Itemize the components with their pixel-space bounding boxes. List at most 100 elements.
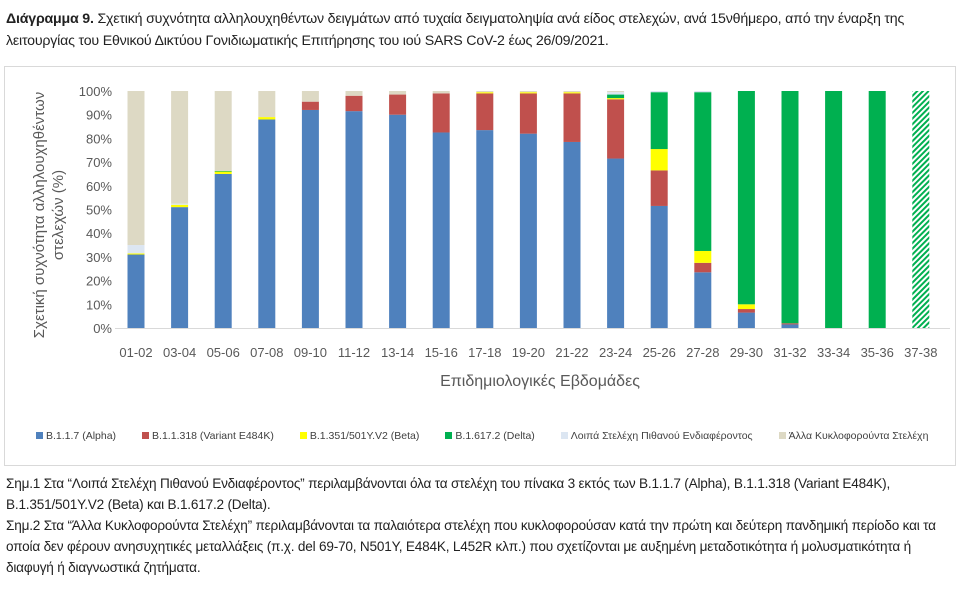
bar-segment-05-06-s5 — [214, 91, 232, 171]
bar-segment-09-10-s5 — [301, 91, 319, 102]
bar-segment-31-32-s1 — [781, 323, 799, 325]
bar-segment-03-04-s0 — [171, 207, 189, 328]
bar-segment-29-30-s3 — [737, 91, 755, 305]
x-tick-label: 25-26 — [643, 345, 676, 360]
x-tick-label: 01-02 — [119, 345, 152, 360]
legend-item: B.1.1.7 (Alpha) — [36, 430, 116, 442]
bar-segment-25-26-s3 — [650, 92, 668, 150]
x-tick-label: 07-08 — [250, 345, 283, 360]
bar-segment-01-02-s4 — [127, 245, 145, 254]
x-tick-label: 15-16 — [425, 345, 458, 360]
bar-segment-37-38-s3 — [912, 91, 930, 328]
x-tick-label: 13-14 — [381, 345, 414, 360]
legend-swatch — [36, 432, 43, 439]
bar-segment-27-28-s2 — [694, 250, 712, 263]
x-tick-label: 37-38 — [904, 345, 937, 360]
bar-segment-25-26-s1 — [650, 170, 668, 206]
bar-segment-33-34-s3 — [825, 91, 843, 328]
y-tick-label: 10% — [86, 297, 112, 312]
bar-segment-05-06-s3 — [214, 170, 232, 172]
x-tick-label: 09-10 — [294, 345, 327, 360]
bar-segment-03-04-s2 — [171, 204, 189, 208]
bar-segment-27-28-s4 — [694, 91, 712, 93]
x-tick-label: 17-18 — [468, 345, 501, 360]
bar-segment-03-04-s5 — [171, 91, 189, 204]
bar-segment-19-20-s1 — [519, 93, 537, 134]
y-tick-label: 100% — [79, 84, 113, 99]
legend-swatch — [445, 432, 453, 439]
bar-segment-31-32-s3 — [781, 91, 799, 324]
bar-segment-27-28-s1 — [694, 262, 712, 273]
legend-label: B.1.617.2 (Delta) — [455, 430, 535, 442]
bar-segment-11-12-s1 — [345, 95, 363, 112]
bar-segment-27-28-s3 — [694, 92, 712, 251]
bar-segment-07-08-s5 — [258, 91, 276, 118]
legend-label: Λοιπά Στελέχη Πιθανού Ενδιαφέροντος — [570, 430, 753, 442]
x-axis-label: Επιδημιολογικές Εβδομάδες — [440, 373, 640, 390]
bar-segment-05-06-s2 — [214, 171, 232, 174]
x-tick-label: 31-32 — [773, 345, 806, 360]
bar-segment-23-24-s5 — [607, 91, 625, 93]
figure-caption: Σχετική συχνότητα αλληλουχηθέντων δειγμά… — [6, 11, 905, 49]
bar-segment-23-24-s0 — [607, 158, 625, 328]
y-axis-label-line1: Σχετική συχνότητα αλληλουχηθέντων — [31, 92, 48, 338]
bar-segment-01-02-s5 — [127, 91, 145, 246]
y-tick-label: 70% — [86, 155, 112, 170]
bar-segment-27-28-s0 — [694, 272, 712, 328]
y-axis-label-line2: στελεχών (%) — [50, 170, 67, 260]
bar-segment-11-12-s5 — [345, 91, 363, 96]
bar-segment-21-22-s1 — [563, 93, 581, 142]
y-tick-label: 30% — [86, 250, 112, 265]
bar-segment-09-10-s1 — [301, 101, 319, 110]
x-tick-label: 21-22 — [555, 345, 588, 360]
bar-segment-13-14-s0 — [389, 114, 407, 328]
bar-segment-29-30-s2 — [737, 304, 755, 310]
bar-segment-09-10-s0 — [301, 109, 319, 329]
y-tick-label: 50% — [86, 203, 112, 218]
bar-segment-25-26-s4 — [650, 91, 668, 93]
bar-segment-17-18-s0 — [476, 130, 494, 328]
legend-item: B.1.1.318 (Variant E484K) — [142, 430, 274, 442]
bar-segment-17-18-s1 — [476, 93, 494, 131]
bar-segment-21-22-s5 — [563, 91, 581, 93]
x-tick-label: 03-04 — [163, 345, 196, 360]
legend-item: Λοιπά Στελέχη Πιθανού Ενδιαφέροντος — [560, 430, 753, 442]
legend-item: Άλλα Κυκλοφορούντα Στελέχη — [778, 430, 929, 442]
bar-segment-25-26-s0 — [650, 205, 668, 328]
x-tick-label: 23-24 — [599, 345, 632, 360]
bar-segment-23-24-s4 — [607, 92, 625, 95]
bar-segment-23-24-s3 — [607, 94, 625, 99]
legend-label: Άλλα Κυκλοφορούντα Στελέχη — [788, 430, 929, 442]
x-tick-label: 05-06 — [207, 345, 240, 360]
legend-swatch — [142, 432, 150, 439]
bar-segment-23-24-s1 — [607, 99, 625, 159]
note-2: Σημ.2 Στα “Άλλα Κυκλοφορούντα Στελέχη” π… — [6, 518, 936, 575]
legend-swatch — [560, 432, 568, 439]
x-tick-label: 35-36 — [861, 345, 894, 360]
bar-segment-03-04-s4 — [171, 203, 189, 205]
bar-segment-29-30-s0 — [737, 312, 755, 328]
bar-segment-23-24-s2 — [607, 98, 625, 100]
bar-segment-05-06-s0 — [214, 173, 232, 328]
legend-label: B.1.1.318 (Variant E484K) — [152, 430, 274, 442]
bar-segment-07-08-s2 — [258, 117, 276, 120]
y-tick-label: 60% — [86, 179, 112, 194]
x-tick-label: 33-34 — [817, 345, 850, 360]
y-tick-label: 80% — [86, 131, 112, 146]
y-tick-label: 90% — [86, 108, 112, 123]
legend-item: B.1.617.2 (Delta) — [445, 430, 535, 442]
chart-legend: B.1.1.7 (Alpha) B.1.1.318 (Variant E484K)… — [36, 430, 928, 442]
bar-segment-25-26-s2 — [650, 149, 668, 171]
y-tick-label: 0% — [93, 321, 112, 336]
bar-segment-01-02-s2 — [127, 253, 145, 255]
bar-segment-29-30-s1 — [737, 309, 755, 313]
x-tick-label: 29-30 — [730, 345, 763, 360]
bar-segment-19-20-s2 — [519, 92, 537, 94]
bar-segment-17-18-s5 — [476, 91, 494, 93]
bar-segment-17-18-s2 — [476, 92, 494, 94]
bar-segment-15-16-s0 — [432, 132, 450, 328]
legend-item: B.1.351/501Y.V2 (Beta) — [299, 430, 419, 442]
bar-segment-21-22-s2 — [563, 92, 581, 94]
bar-segment-35-36-s3 — [868, 91, 886, 328]
